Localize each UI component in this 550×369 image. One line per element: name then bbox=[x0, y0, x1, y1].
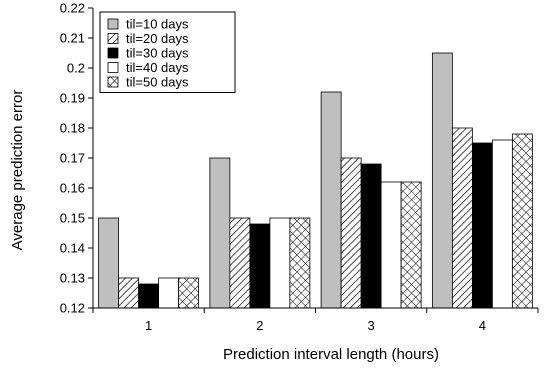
x-tick-label: 2 bbox=[256, 318, 263, 333]
bar-2-1 bbox=[118, 277, 140, 309]
bar-4-1 bbox=[158, 277, 180, 309]
bar-1-3 bbox=[320, 91, 342, 309]
axes-layer: 0.12 0.13 0.14 0.15 0.16 0.17 0.18 0.19 0.2 0.21 0… bbox=[60, 1, 539, 333]
legend-swatch bbox=[107, 18, 119, 30]
bar-4-2 bbox=[269, 217, 291, 309]
y-tick-label: 0.17 bbox=[60, 151, 85, 166]
legend-swatch bbox=[107, 47, 119, 59]
legend-label: til=40 days bbox=[126, 60, 189, 75]
legend-box bbox=[99, 11, 236, 93]
legend-swatch bbox=[107, 62, 119, 73]
y-tick-label: 0.15 bbox=[60, 211, 85, 226]
bar-3-1 bbox=[138, 283, 160, 309]
bars-layer bbox=[98, 52, 533, 309]
y-tick-label: 0.21 bbox=[60, 31, 85, 46]
y-tick-label: 0.13 bbox=[60, 271, 85, 286]
bar-5-4 bbox=[511, 133, 533, 309]
y-tick-label: 0.2 bbox=[67, 61, 85, 76]
bar-1-2 bbox=[209, 157, 231, 309]
legend-swatch bbox=[107, 33, 119, 44]
y-tick-label: 0.22 bbox=[60, 1, 85, 16]
bar-1-1 bbox=[98, 217, 120, 309]
bar-3-4 bbox=[471, 142, 493, 309]
legend-label: til=10 days bbox=[126, 17, 189, 32]
y-tick-label: 0.14 bbox=[60, 241, 85, 256]
bar-3-3 bbox=[360, 163, 382, 309]
x-tick-label: 4 bbox=[479, 318, 486, 333]
bar-2-3 bbox=[340, 157, 362, 309]
legend-swatch bbox=[107, 76, 119, 88]
x-tick-label: 3 bbox=[368, 318, 375, 333]
legend-label: til=30 days bbox=[126, 46, 189, 61]
bar-5-2 bbox=[289, 217, 311, 309]
y-tick-label: 0.18 bbox=[60, 121, 85, 136]
bar-4-3 bbox=[380, 181, 402, 309]
legend-label: til=50 days bbox=[126, 75, 189, 90]
bar-1-4 bbox=[431, 52, 453, 309]
y-tick-label: 0.19 bbox=[60, 91, 85, 106]
legend-label: til=20 days bbox=[126, 31, 189, 46]
bar-2-2 bbox=[229, 217, 251, 309]
y-tick-label: 0.12 bbox=[60, 301, 85, 316]
bar-2-4 bbox=[451, 127, 473, 309]
x-axis-title: Prediction interval length (hours) bbox=[223, 346, 439, 363]
bar-5-1 bbox=[178, 277, 200, 309]
bar-3-2 bbox=[249, 223, 271, 309]
y-axis-title: Average prediction error bbox=[9, 90, 26, 251]
y-tick-label: 0.16 bbox=[60, 181, 85, 196]
x-tick-label: 1 bbox=[145, 318, 152, 333]
bar-4-4 bbox=[491, 139, 513, 309]
bar-5-3 bbox=[400, 181, 422, 309]
